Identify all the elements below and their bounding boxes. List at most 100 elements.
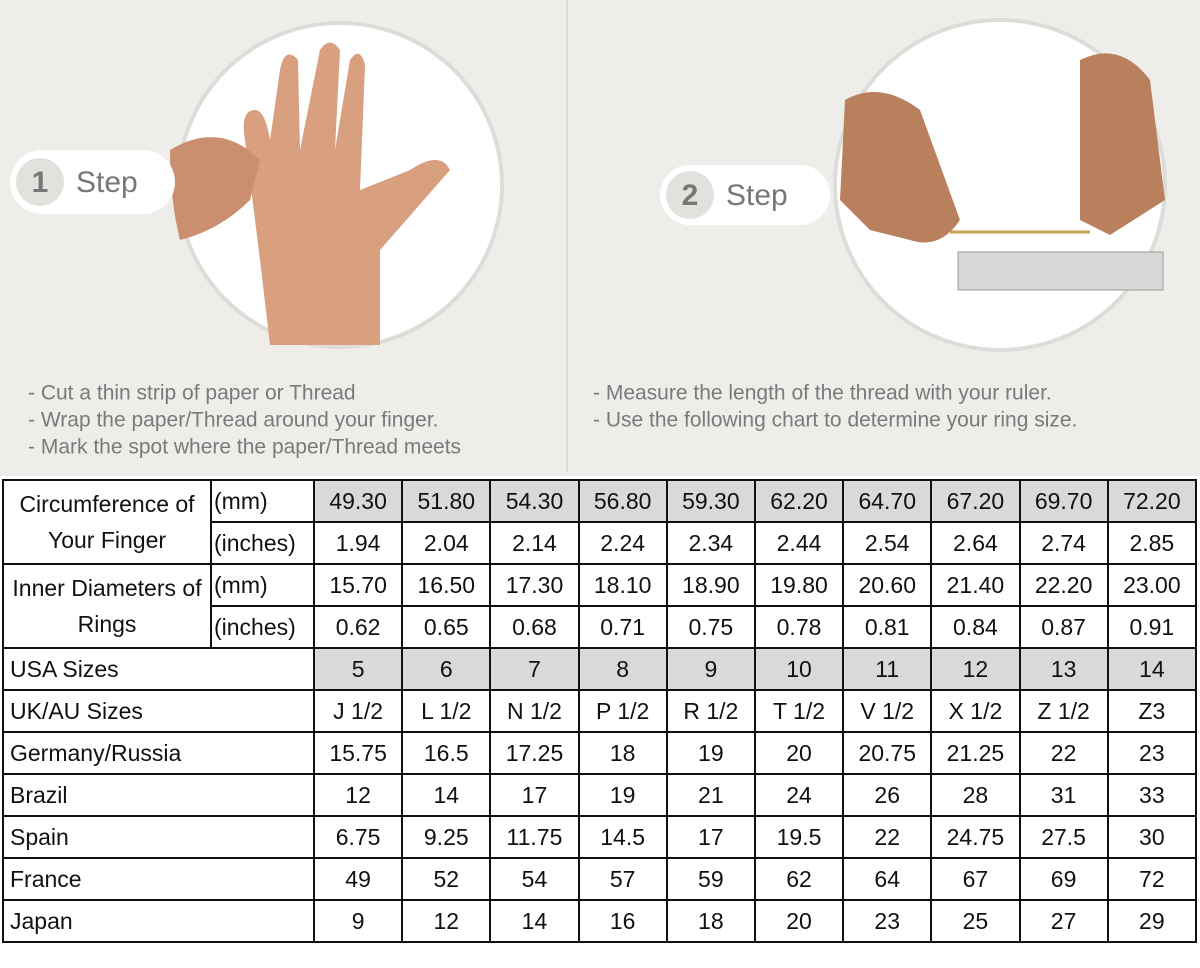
table-cell: 49.30 [312,479,404,523]
table-cell: 20 [753,731,845,775]
table-cell: 11 [842,647,933,691]
table-cell: 59 [665,857,756,901]
table-cell: 17.25 [489,731,580,775]
table-cell: 16.50 [401,563,492,607]
table-cell: 14.5 [577,815,668,859]
table-cell: Z 1/2 [1018,689,1109,733]
group-label: Circumference of Your Finger [2,479,212,565]
table-cell: N 1/2 [489,689,580,733]
unit-label: (mm) [210,563,315,607]
table-cell: 1.94 [312,521,404,565]
table-cell: 52 [401,857,492,901]
table-cell: 64 [842,857,933,901]
table-cell: 18 [577,731,668,775]
hand [840,92,960,243]
table-cell: 27.5 [1018,815,1109,859]
table-cell: Z3 [1106,689,1198,733]
table-cell: 14 [1106,647,1198,691]
table-cell: 18 [665,899,756,943]
step-label: Step [726,179,788,212]
step-number: 2 [682,179,699,212]
hand [1080,53,1165,236]
table-cell: 28 [930,773,1021,817]
table-cell: 33 [1106,773,1198,817]
table-cell: 0.81 [842,605,933,649]
table-cell: 17 [665,815,756,859]
row-label: UK/AU Sizes [2,689,315,733]
table-row: Spain 6.75 9.25 11.75 14.5 17 19.5 22 24.75 27.5 3… [2,815,1198,859]
table-cell: 69.70 [1018,479,1109,523]
table-row: Inner Diameters of Rings (mm) 15.70 16.50 17… [2,563,1198,649]
table-row: USA Sizes 5 6 7 8 9 10 11 12 13 14 [2,647,1198,691]
ring-size-table: Circumference of Your Finger (mm) 49.30 51.… [2,479,1198,943]
row-label: France [2,857,315,901]
table-row: Germany/Russia 15.75 16.5 17.25 18 19 20 20.75 2… [2,731,1198,775]
table-cell: 16 [577,899,668,943]
table-cell: 25 [930,899,1021,943]
table-cell: 26 [842,773,933,817]
step-number: 1 [32,166,49,199]
table-cell: 12 [312,773,404,817]
table-row: UK/AU Sizes J 1/2 L 1/2 N 1/2 P 1/2 R 1/2 T 1/… [2,689,1198,733]
table-cell: R 1/2 [665,689,756,733]
table-cell: P 1/2 [577,689,668,733]
table-cell: 0.91 [1106,605,1198,649]
table-cell: 23 [1106,731,1198,775]
table-cell: 24 [753,773,845,817]
table-cell: 20.75 [842,731,933,775]
row-label: USA Sizes [2,647,315,691]
row-label: Brazil [2,773,315,817]
table-cell: 29 [1106,899,1198,943]
table-cell: J 1/2 [312,689,404,733]
table-cell: 24.75 [930,815,1021,859]
table-cell: 2.74 [1018,521,1109,565]
table-row: (inches) 1.94 2.04 2.14 2.24 2.34 2.44 2.54 2.64… [3,521,1198,565]
table-cell: 17.30 [489,563,580,607]
table-cell: 72 [1106,857,1198,901]
table-cell: 19 [665,731,756,775]
table-cell: 49 [312,857,404,901]
table-cell: 62.20 [753,479,845,523]
table-cell: 51.80 [401,479,492,523]
table-cell: 2.85 [1106,521,1198,565]
table-cell: 13 [1018,647,1109,691]
row-label: Spain [2,815,315,859]
table-cell: 6 [401,647,492,691]
table-body: Circumference of Your Finger (mm) 49.30 51.… [2,479,1198,943]
table-cell: 59.30 [665,479,756,523]
table-cell: 62 [753,857,845,901]
table-cell: 2.64 [930,521,1021,565]
table-cell: 15.70 [312,563,404,607]
table-cell: 18.10 [577,563,668,607]
instruction: - Use the following chart to determine y… [593,409,1077,432]
table-cell: X 1/2 [930,689,1021,733]
table-cell: 14 [489,899,580,943]
table-cell: 12 [401,899,492,943]
table-cell: 0.65 [401,605,492,649]
table-cell: 21.25 [930,731,1021,775]
table-cell: 11.75 [489,815,580,859]
row-label: Japan [2,899,315,943]
table-cell: 9.25 [401,815,492,859]
table-row: Japan 9 12 14 16 18 20 23 25 27 29 [2,899,1198,943]
table-cell: 0.84 [930,605,1021,649]
table-cell: 2.24 [577,521,668,565]
hand [243,42,450,345]
ruler [957,251,1164,291]
table-cell: 54.30 [489,479,580,523]
table-cell: 67.20 [930,479,1021,523]
table-cell: 12 [930,647,1021,691]
table-cell: 31 [1018,773,1109,817]
unit-label: (inches) [210,521,315,565]
table-row: Brazil 12 14 17 19 21 24 26 28 31 33 [2,773,1198,817]
table-cell: 0.75 [665,605,756,649]
table-cell: 57 [577,857,668,901]
table-cell: 27 [1018,899,1109,943]
table-row: (inches) 0.62 0.65 0.68 0.71 0.75 0.78 0.81 0.84… [3,605,1198,649]
table-cell: L 1/2 [401,689,492,733]
table-cell: 30 [1106,815,1198,859]
table-cell: 0.78 [753,605,845,649]
step-label: Step [76,166,138,199]
table-cell: 6.75 [312,815,404,859]
